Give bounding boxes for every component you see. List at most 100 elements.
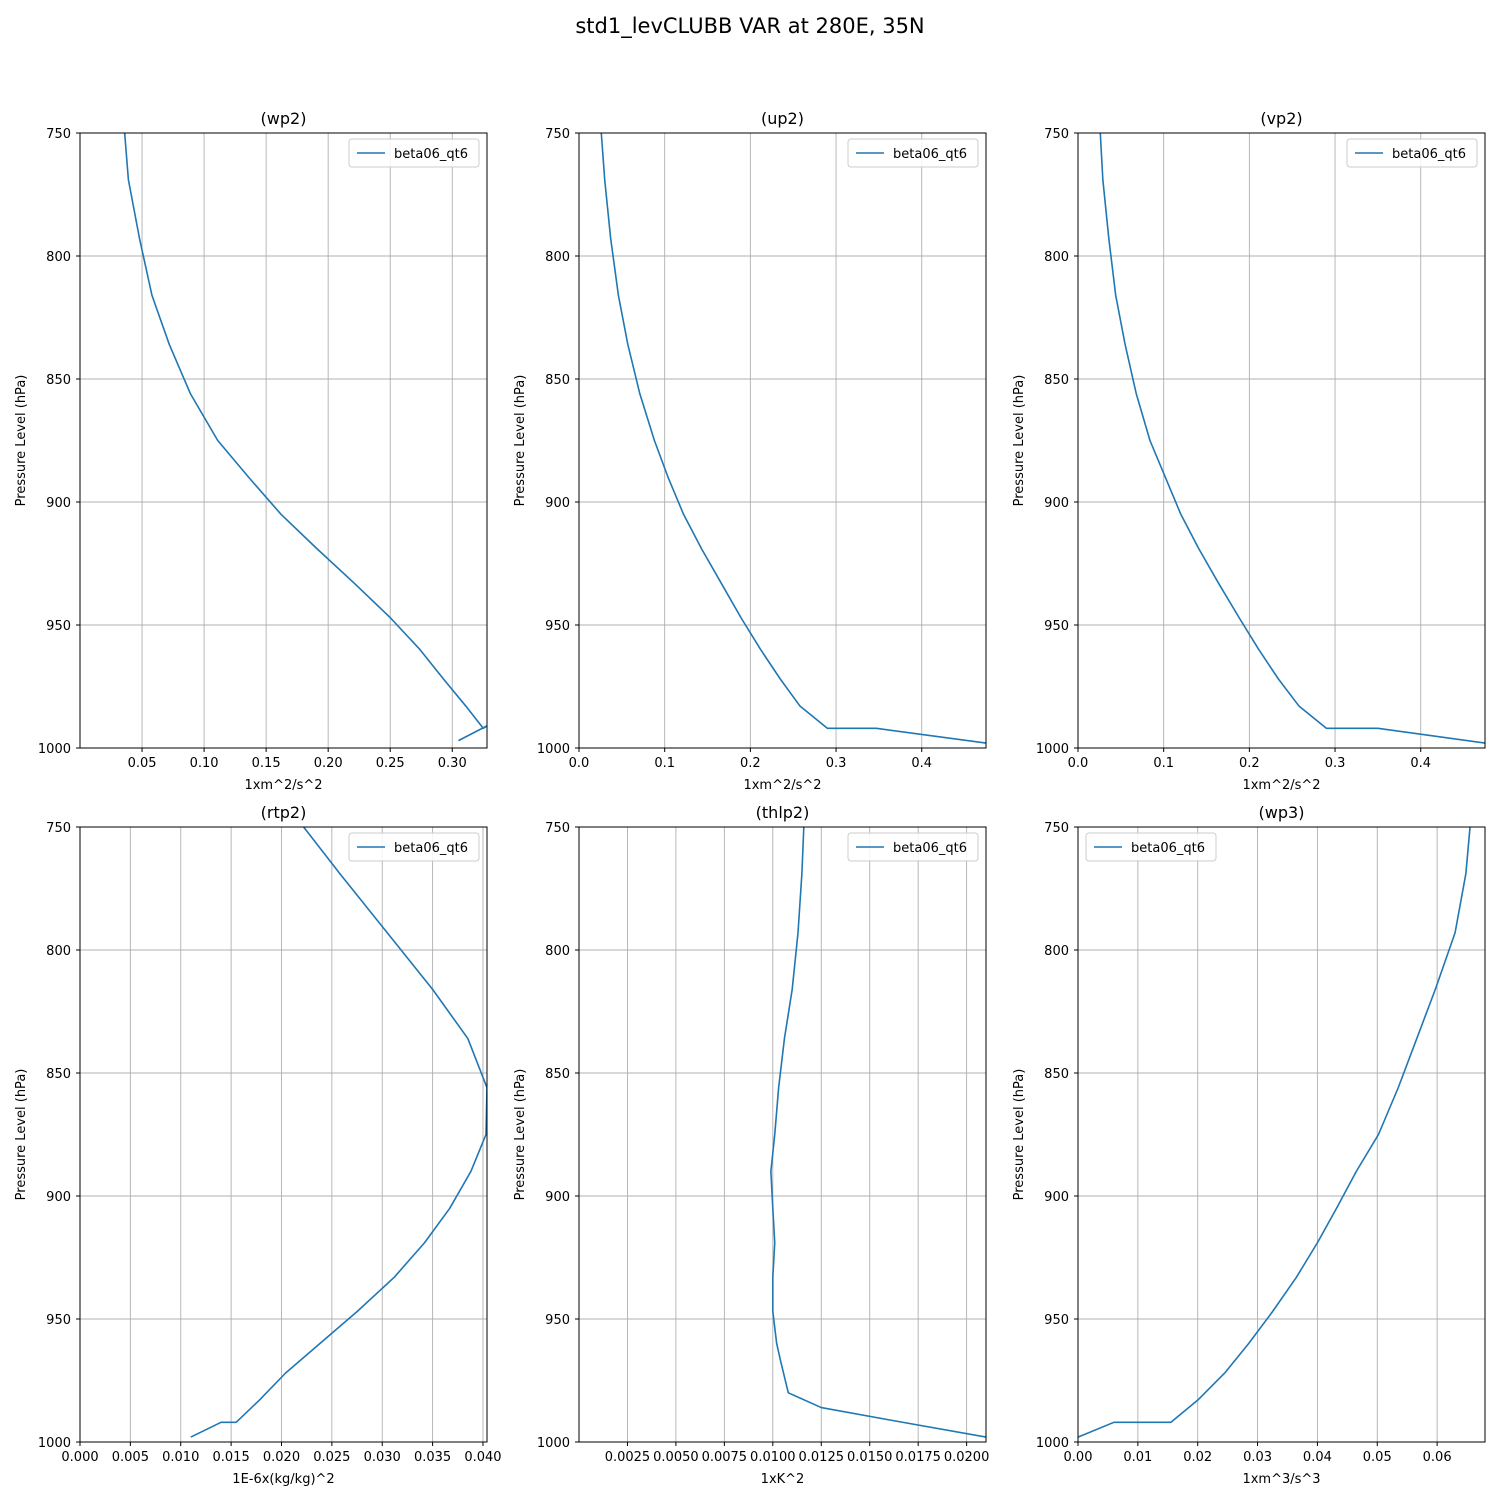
x-tick-label: 0.0050 [653, 1450, 699, 1465]
x-tick-label: 0.025 [313, 1450, 350, 1465]
x-tick-label: 0.0 [1068, 756, 1089, 771]
y-tick-label: 900 [1044, 1190, 1069, 1205]
x-tick-label: 0.000 [61, 1450, 98, 1465]
y-tick-label: 800 [1044, 250, 1069, 265]
legend-entry: beta06_qt6 [893, 147, 967, 162]
panel-title: (wp3) [1259, 803, 1305, 822]
y-tick-label: 900 [1044, 496, 1069, 511]
x-tick-label: 0.010 [162, 1450, 199, 1465]
y-tick-label: 950 [1044, 1313, 1069, 1328]
x-tick-label: 0.05 [128, 756, 157, 771]
y-tick-label: 750 [1044, 821, 1069, 836]
series-line-beta06_qt6 [1099, 133, 1485, 744]
legend: beta06_qt6 [847, 832, 979, 862]
y-tick-label: 850 [46, 373, 71, 388]
y-tick-label: 850 [1044, 373, 1069, 388]
legend-entry: beta06_qt6 [1131, 841, 1205, 856]
x-tick-label: 0.2 [740, 756, 761, 771]
y-tick-label: 950 [46, 1313, 71, 1328]
legend-box [847, 832, 979, 862]
x-tick-label: 0.03 [1243, 1450, 1272, 1465]
y-tick-label: 750 [545, 127, 570, 142]
x-tick-label: 0.020 [263, 1450, 300, 1465]
axes-frame [1077, 132, 1486, 749]
x-tick-label: 0.0 [569, 756, 590, 771]
chart-panel-1: 0.0 0.1 0.2 0.3 0.4 750 800 850 900 950 1000 (up2) 1… [513, 109, 987, 793]
y-tick-label: 800 [1044, 944, 1069, 959]
x-tick-label: 0.25 [376, 756, 405, 771]
axes-frame [79, 132, 488, 749]
x-tick-label: 0.2 [1239, 756, 1260, 771]
x-axis-label: 1xm^2/s^2 [244, 778, 322, 793]
y-axis-label: Pressure Level (hPa) [1012, 375, 1027, 507]
x-axis-label: 1xm^2/s^2 [1242, 778, 1320, 793]
y-tick-label: 1000 [1036, 1436, 1069, 1451]
y-tick-label: 850 [46, 1067, 71, 1082]
panel-title: (wp2) [261, 109, 307, 128]
y-tick-label: 950 [545, 1313, 570, 1328]
series-line-beta06_qt6 [1078, 827, 1471, 1438]
axes-frame [79, 826, 488, 1443]
x-tick-label: 0.02 [1183, 1450, 1212, 1465]
x-tick-label: 0.1 [1153, 756, 1174, 771]
x-tick-label: 0.0150 [847, 1450, 893, 1465]
y-axis-label: Pressure Level (hPa) [14, 1069, 29, 1201]
y-tick-label: 900 [46, 496, 71, 511]
x-tick-label: 0.04 [1303, 1450, 1332, 1465]
x-tick-label: 0.0125 [799, 1450, 845, 1465]
x-tick-label: 0.040 [464, 1450, 501, 1465]
x-tick-label: 0.30 [438, 756, 467, 771]
y-tick-label: 1000 [38, 1436, 71, 1451]
x-tick-label: 0.00 [1064, 1450, 1093, 1465]
y-tick-label: 800 [545, 944, 570, 959]
legend-entry: beta06_qt6 [394, 841, 468, 856]
x-tick-label: 0.3 [1325, 756, 1346, 771]
x-tick-label: 0.20 [314, 756, 343, 771]
y-tick-label: 900 [545, 496, 570, 511]
legend-box [847, 138, 979, 168]
x-tick-label: 0.15 [252, 756, 281, 771]
y-tick-label: 850 [545, 373, 570, 388]
series-line-beta06_qt6 [190, 827, 487, 1438]
legend: beta06_qt6 [1085, 832, 1217, 862]
chart-panel-4: 0.0025 0.0050 0.0075 0.0100 0.0125 0.0150 0.01… [513, 803, 989, 1487]
x-tick-label: 0.0075 [702, 1450, 748, 1465]
y-tick-label: 1000 [537, 1436, 570, 1451]
legend-box [1346, 138, 1478, 168]
x-tick-label: 0.0100 [750, 1450, 796, 1465]
x-tick-label: 0.10 [190, 756, 219, 771]
x-tick-label: 0.1 [654, 756, 675, 771]
y-tick-label: 950 [1044, 619, 1069, 634]
x-tick-label: 0.005 [112, 1450, 149, 1465]
legend-entry: beta06_qt6 [893, 841, 967, 856]
y-tick-label: 800 [545, 250, 570, 265]
y-tick-label: 800 [46, 250, 71, 265]
legend-box [1085, 832, 1217, 862]
x-tick-label: 0.015 [213, 1450, 250, 1465]
x-tick-label: 0.0200 [944, 1450, 990, 1465]
x-tick-label: 0.4 [911, 756, 932, 771]
chart-panel-5: 0.00 0.01 0.02 0.03 0.04 0.05 0.06 750 800 850 900… [1012, 803, 1486, 1487]
panel-title: (thlp2) [756, 803, 810, 822]
y-axis-label: Pressure Level (hPa) [513, 375, 528, 507]
panel-title: (up2) [761, 109, 804, 128]
y-tick-label: 750 [46, 821, 71, 836]
legend: beta06_qt6 [1346, 138, 1478, 168]
x-tick-label: 0.06 [1423, 1450, 1452, 1465]
y-tick-label: 900 [46, 1190, 71, 1205]
series-line-beta06_qt6 [123, 133, 487, 742]
y-tick-label: 950 [545, 619, 570, 634]
panel-title: (rtp2) [261, 803, 307, 822]
legend-box [348, 832, 480, 862]
x-tick-label: 0.05 [1363, 1450, 1392, 1465]
x-tick-label: 0.01 [1123, 1450, 1152, 1465]
x-axis-label: 1xm^3/s^3 [1242, 1472, 1320, 1487]
chart-panel-3: 0.000 0.005 0.010 0.015 0.020 0.025 0.030 0.035… [14, 803, 502, 1487]
series-line-beta06_qt6 [600, 133, 986, 744]
axes-frame [578, 132, 987, 749]
x-tick-label: 0.0175 [895, 1450, 941, 1465]
y-axis-label: Pressure Level (hPa) [14, 375, 29, 507]
legend: beta06_qt6 [847, 138, 979, 168]
